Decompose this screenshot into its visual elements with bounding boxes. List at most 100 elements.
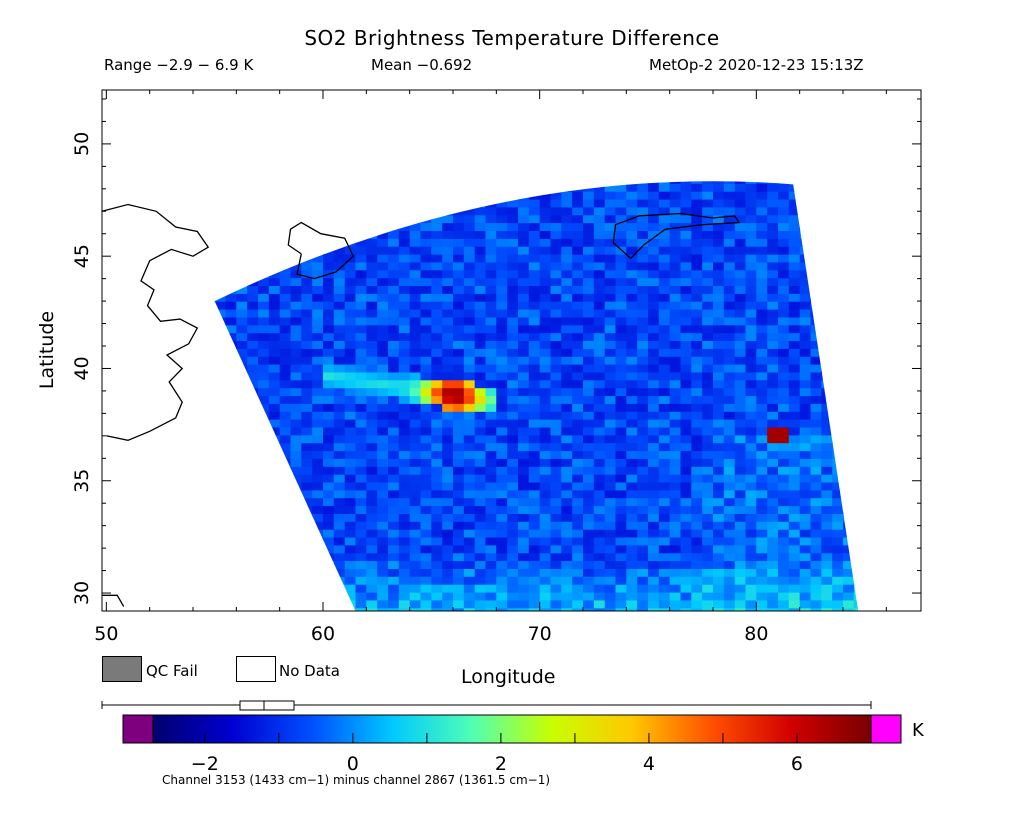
- heatmap-cell: [767, 521, 779, 530]
- heatmap-cell: [680, 261, 692, 271]
- heatmap-cell: [333, 246, 346, 255]
- heatmap-cell: [723, 599, 736, 609]
- heatmap-cell: [226, 160, 237, 169]
- heatmap-cell: [778, 591, 790, 601]
- heatmap-cell: [550, 371, 562, 381]
- heatmap-cell: [691, 309, 703, 318]
- heatmap-cell: [865, 175, 876, 184]
- heatmap-cell: [442, 529, 454, 538]
- heatmap-cell: [442, 261, 454, 271]
- heatmap-cell: [528, 183, 541, 192]
- heatmap-cell: [225, 324, 237, 334]
- heatmap-cell: [572, 497, 584, 507]
- heatmap-cell: [865, 482, 876, 491]
- heatmap-cell: [572, 340, 584, 349]
- heatmap-cell: [788, 458, 801, 467]
- heatmap-cell: [539, 536, 552, 546]
- heatmap-cell: [301, 599, 313, 609]
- heatmap-cell: [226, 168, 237, 177]
- heatmap-cell: [268, 599, 281, 609]
- heatmap-cell: [637, 497, 649, 507]
- heatmap-cell: [214, 505, 216, 514]
- heatmap-cell: [767, 191, 779, 200]
- heatmap-cell: [734, 599, 747, 609]
- heatmap-cell: [323, 442, 335, 452]
- heatmap-cell: [723, 269, 736, 279]
- heatmap-cell: [723, 222, 736, 231]
- heatmap-cell: [626, 497, 638, 507]
- heatmap-cell: [615, 599, 627, 609]
- heatmap-cell: [604, 214, 617, 224]
- heatmap-cell: [507, 497, 519, 507]
- heatmap-cell: [398, 222, 411, 231]
- heatmap-cell: [377, 560, 389, 569]
- heatmap-cell: [409, 356, 422, 365]
- heatmap-cell: [810, 576, 822, 585]
- heatmap-cell: [355, 191, 367, 200]
- heatmap-cell: [225, 316, 237, 326]
- heatmap-cell: [290, 584, 302, 593]
- heatmap-cell: [431, 293, 443, 302]
- heatmap-cell: [377, 442, 389, 452]
- heatmap-cell: [474, 230, 487, 239]
- heatmap-cell: [832, 152, 843, 161]
- colorbar-tick-label: 6: [791, 753, 803, 775]
- heatmap-cell: [756, 230, 768, 239]
- heatmap-cell: [702, 505, 714, 514]
- heatmap-cell: [572, 544, 584, 554]
- heatmap-cell: [626, 181, 638, 184]
- heatmap-cell: [561, 426, 573, 436]
- heatmap-cell: [355, 277, 367, 286]
- heatmap-cell: [865, 309, 876, 318]
- heatmap-cell: [290, 450, 302, 459]
- heatmap-cell: [398, 387, 411, 397]
- heatmap-cell: [865, 293, 876, 302]
- heatmap-cell: [344, 181, 357, 184]
- heatmap-cell: [691, 426, 703, 436]
- heatmap-cell: [518, 481, 530, 491]
- heatmap-cell: [604, 403, 617, 412]
- heatmap-cell: [593, 301, 606, 310]
- heatmap-cell: [355, 403, 367, 412]
- heatmap-cell: [723, 183, 736, 192]
- heatmap-cell: [734, 222, 747, 231]
- heatmap-cell: [832, 379, 844, 389]
- heatmap-cell: [463, 222, 476, 231]
- heatmap-cell: [853, 497, 859, 507]
- heatmap-cell: [723, 584, 736, 593]
- heatmap-cell: [626, 316, 638, 326]
- heatmap-cell: [463, 379, 476, 389]
- heatmap-cell: [214, 269, 227, 279]
- heatmap-cell: [247, 183, 259, 192]
- heatmap-cell: [214, 576, 227, 585]
- heatmap-cell: [615, 426, 627, 436]
- heatmap-cell: [463, 552, 476, 562]
- heatmap-cell: [388, 458, 400, 467]
- heatmap-cell: [702, 395, 714, 404]
- heatmap-cell: [463, 544, 476, 554]
- heatmap-cell: [745, 568, 757, 577]
- heatmap-cell: [268, 230, 281, 239]
- heatmap-cell: [453, 238, 465, 247]
- heatmap-cell: [810, 348, 822, 357]
- heatmap-cell: [637, 371, 649, 381]
- heatmap-cell: [247, 379, 259, 389]
- heatmap-cell: [734, 481, 747, 491]
- heatmap-cell: [713, 536, 725, 546]
- heatmap-cell: [810, 536, 822, 546]
- heatmap-cell: [333, 316, 346, 326]
- heatmap-cell: [431, 458, 443, 467]
- heatmap-cell: [463, 607, 476, 611]
- heatmap-cell: [496, 529, 508, 538]
- heatmap-cell: [626, 387, 638, 397]
- heatmap-cell: [832, 560, 844, 569]
- heatmap-cell: [702, 324, 714, 334]
- heatmap-cell: [658, 206, 671, 216]
- heatmap-cell: [853, 222, 859, 231]
- heatmap-cell: [604, 591, 617, 601]
- heatmap-cell: [442, 277, 454, 286]
- heatmap-cell: [518, 222, 530, 231]
- heatmap-cell: [214, 181, 216, 184]
- heatmap-cell: [518, 168, 529, 177]
- heatmap-cell: [539, 356, 552, 365]
